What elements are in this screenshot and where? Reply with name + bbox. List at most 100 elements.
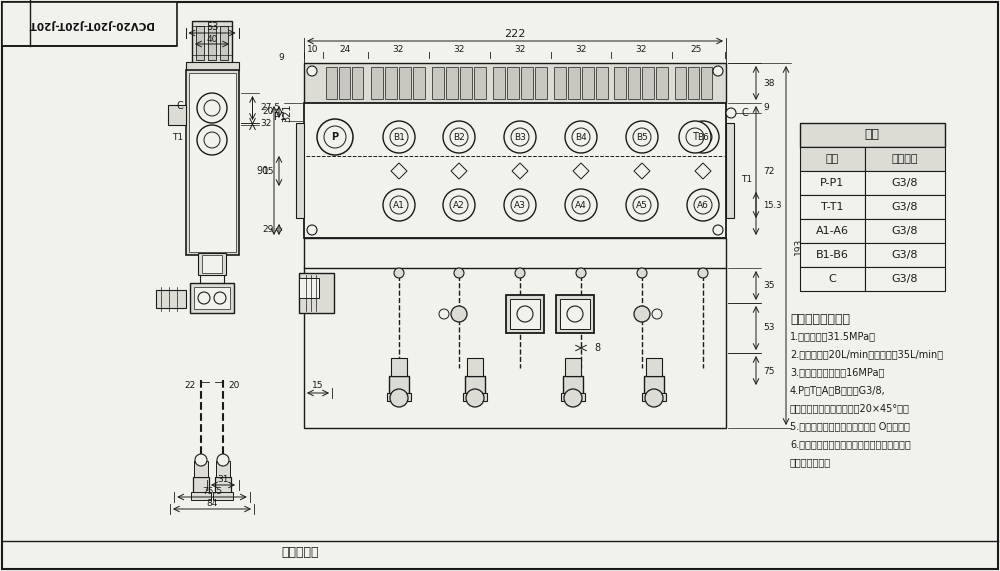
Circle shape — [390, 128, 408, 146]
Bar — [800, 267, 865, 291]
Circle shape — [564, 389, 582, 407]
Bar — [220, 26, 228, 60]
Bar — [202, 255, 222, 273]
Text: 阀体: 阀体 — [864, 128, 880, 142]
Bar — [208, 26, 216, 60]
Text: G3/8: G3/8 — [892, 226, 918, 236]
Bar — [304, 63, 726, 103]
Bar — [561, 393, 585, 401]
Bar — [554, 67, 566, 99]
Circle shape — [565, 121, 597, 153]
Circle shape — [626, 121, 658, 153]
Circle shape — [634, 306, 650, 322]
Text: 6.阀体表面磷化处理，安全阀及螺纹锁紧，支: 6.阀体表面磷化处理，安全阀及螺纹锁紧，支 — [790, 439, 911, 449]
Text: 液压原理图: 液压原理图 — [281, 546, 319, 560]
Text: C: C — [741, 108, 748, 118]
Bar — [186, 70, 239, 255]
Text: 32: 32 — [635, 46, 647, 54]
Bar — [865, 147, 945, 171]
Bar — [326, 67, 337, 99]
Bar — [865, 219, 945, 243]
Bar — [196, 26, 204, 60]
Text: 15.3: 15.3 — [763, 200, 782, 210]
Circle shape — [576, 268, 586, 278]
Circle shape — [197, 93, 227, 123]
Bar — [216, 461, 230, 477]
Circle shape — [443, 189, 475, 221]
Bar — [194, 287, 230, 309]
Text: 9: 9 — [278, 54, 284, 62]
Text: 接口: 接口 — [825, 154, 839, 164]
Text: 32: 32 — [260, 119, 272, 128]
Text: B5: B5 — [636, 132, 648, 142]
Text: B1-B6: B1-B6 — [816, 250, 848, 260]
Text: B2: B2 — [453, 132, 465, 142]
Circle shape — [686, 128, 704, 146]
Bar — [506, 295, 544, 333]
Text: 均为平面密封，螺纹孔口倁20×45°角。: 均为平面密封，螺纹孔口倁20×45°角。 — [790, 403, 910, 413]
Text: B4: B4 — [575, 132, 587, 142]
Text: C: C — [828, 274, 836, 284]
Circle shape — [652, 309, 662, 319]
Polygon shape — [451, 163, 467, 179]
Text: 53: 53 — [763, 324, 774, 332]
Circle shape — [572, 196, 590, 214]
Text: 90: 90 — [257, 166, 269, 176]
Bar — [474, 67, 486, 99]
Bar — [582, 67, 594, 99]
Bar — [467, 358, 483, 376]
Circle shape — [307, 66, 317, 76]
Text: 8: 8 — [594, 343, 600, 353]
Text: 321: 321 — [283, 103, 292, 122]
Bar — [614, 67, 626, 99]
Text: 25: 25 — [690, 46, 702, 54]
Circle shape — [645, 389, 663, 407]
Bar — [299, 278, 319, 298]
Text: 32: 32 — [575, 46, 587, 54]
Text: T1: T1 — [741, 175, 752, 184]
Circle shape — [687, 121, 719, 153]
Bar — [192, 21, 232, 65]
Circle shape — [515, 268, 525, 278]
Text: 31: 31 — [217, 475, 229, 484]
Text: DCV20-J20T-J20T-J20T: DCV20-J20T-J20T-J20T — [27, 19, 153, 29]
Text: 5.控制方式：手动、弹簧复位。 O型阀杆；: 5.控制方式：手动、弹簧复位。 O型阀杆； — [790, 421, 910, 431]
Text: 15: 15 — [312, 381, 324, 391]
Bar — [190, 283, 234, 313]
Text: 22: 22 — [185, 380, 196, 389]
Text: C: C — [177, 101, 184, 111]
Bar — [865, 267, 945, 291]
Bar — [568, 67, 580, 99]
Circle shape — [572, 128, 590, 146]
Text: 35: 35 — [763, 282, 774, 291]
Text: 84: 84 — [206, 498, 218, 508]
Circle shape — [633, 128, 651, 146]
Text: A5: A5 — [636, 200, 648, 210]
Text: 38: 38 — [763, 78, 774, 87]
Text: 20: 20 — [228, 380, 239, 389]
Bar — [304, 103, 726, 238]
Text: 10: 10 — [307, 46, 319, 54]
Text: 24: 24 — [339, 46, 351, 54]
Bar — [521, 67, 533, 99]
Text: 螺纹规格: 螺纹规格 — [892, 154, 918, 164]
Bar — [389, 376, 409, 398]
Bar — [215, 477, 231, 495]
Bar — [865, 243, 945, 267]
Bar — [563, 376, 583, 398]
Bar — [188, 73, 236, 252]
Polygon shape — [634, 163, 650, 179]
Bar — [446, 67, 458, 99]
Circle shape — [390, 389, 408, 407]
Circle shape — [698, 268, 708, 278]
Circle shape — [324, 126, 346, 148]
Circle shape — [198, 292, 210, 304]
Text: 32: 32 — [392, 46, 404, 54]
Text: 53: 53 — [206, 22, 218, 32]
Bar — [296, 123, 304, 218]
Bar — [865, 171, 945, 195]
Text: P1: P1 — [274, 112, 286, 122]
Text: 2.额定流量：20L/min，最大流量35L/min；: 2.额定流量：20L/min，最大流量35L/min； — [790, 349, 943, 359]
Bar — [800, 123, 945, 147]
Text: 32: 32 — [514, 46, 526, 54]
